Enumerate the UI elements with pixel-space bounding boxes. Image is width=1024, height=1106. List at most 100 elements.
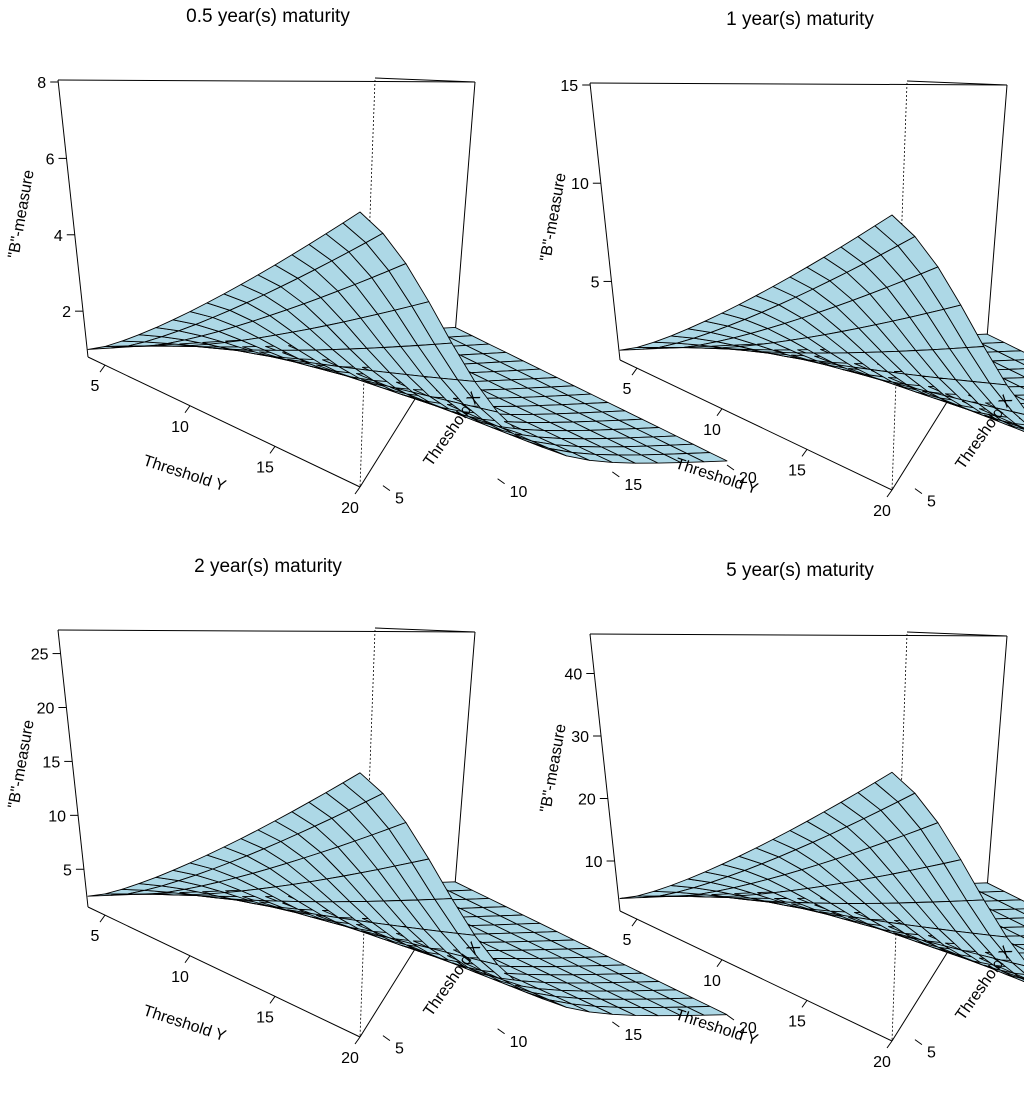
z-tick-label: 15: [42, 754, 60, 771]
z-tick-label: 10: [585, 854, 603, 871]
y-tick-label: 5: [623, 932, 632, 949]
y-tick-label: 15: [788, 462, 806, 479]
x-tick-label: 10: [510, 1034, 528, 1051]
surface-facet: [991, 908, 1024, 919]
box-top-back-edge: [57, 79, 476, 83]
surface-facet: [1019, 386, 1024, 389]
y-tick-label: 10: [171, 419, 189, 436]
z-tick-label: 15: [560, 78, 578, 95]
y-tick: [801, 1000, 808, 1008]
y-axis-label: Threshold Y: [141, 1002, 228, 1045]
y-tick-label: 20: [873, 503, 891, 520]
panel-4: 10203040510152051015205 year(s) maturity…: [537, 560, 1024, 1071]
x-tick: [612, 1021, 620, 1028]
surface: [87, 211, 728, 464]
y-tick-label: 10: [703, 973, 721, 990]
y-axis-line: [619, 359, 893, 491]
box-right-edge: [986, 84, 1008, 339]
z-tick-label: 5: [63, 862, 72, 879]
y-tick: [801, 449, 808, 457]
chart-title: 0.5 year(s) maturity: [186, 6, 350, 27]
surface-facet: [1012, 422, 1024, 429]
surface: [619, 771, 1024, 982]
x-tick-label: 20: [739, 470, 757, 487]
surface-facet: [686, 1005, 728, 1016]
y-tick-label: 20: [341, 1050, 359, 1067]
z-tick-label: 2: [62, 304, 71, 321]
y-tick: [631, 367, 638, 376]
y-axis-line: [87, 356, 361, 488]
box-top-back-edge: [589, 633, 1008, 637]
surface-facet: [997, 350, 1024, 361]
chart-title: 5 year(s) maturity: [726, 560, 874, 581]
surface-facet: [1013, 394, 1024, 401]
x-tick-label: 15: [624, 477, 642, 494]
surface-facet: [686, 452, 728, 463]
y-tick: [99, 364, 106, 373]
z-tick-label: 30: [571, 729, 589, 746]
z-tick-label: 40: [564, 667, 582, 684]
x-tick-label: 10: [510, 484, 528, 501]
x-tick: [726, 1014, 735, 1021]
surface-facet: [1014, 359, 1024, 365]
surface-facet: [1012, 972, 1024, 979]
y-axis-label: Threshold Y: [673, 455, 760, 498]
box-right-edge: [454, 81, 476, 336]
x-tick-label: 20: [739, 1020, 757, 1037]
y-tick: [184, 955, 191, 964]
surface-facet: [1002, 926, 1024, 937]
z-tick-label: 6: [46, 151, 55, 168]
y-tick-label: 10: [171, 969, 189, 986]
z-axis-label: "B"-measure: [537, 723, 569, 814]
z-tick-label: 20: [578, 792, 596, 809]
z-axis-line: [57, 629, 89, 908]
y-tick-label: 10: [703, 422, 721, 439]
y-tick-label: 20: [873, 1054, 891, 1071]
z-tick-label: 5: [591, 274, 600, 291]
x-tick-label: 5: [927, 494, 936, 511]
surface-facet: [1019, 935, 1024, 939]
y-tick-label: 5: [91, 378, 100, 395]
surface-facet: [1018, 425, 1024, 430]
surface-facet: [1013, 944, 1024, 950]
y-tick: [354, 486, 361, 495]
surface-facet: [989, 934, 1024, 967]
z-tick-label: 10: [48, 808, 66, 825]
surface-facet: [1008, 368, 1024, 378]
y-tick: [716, 408, 723, 417]
x-tick: [726, 464, 735, 471]
y-tick: [886, 1040, 893, 1049]
x-tick: [497, 1028, 505, 1035]
y-axis-label: Threshold Y: [141, 452, 228, 495]
y-tick: [184, 405, 191, 414]
y-tick-label: 15: [256, 459, 274, 476]
surface: [619, 214, 1024, 432]
y-tick: [886, 489, 893, 498]
surface-facet: [1008, 917, 1024, 927]
box-top-right-edge: [374, 77, 476, 83]
y-tick-label: 5: [91, 928, 100, 945]
z-tick-label: 10: [571, 176, 589, 193]
x-tick-label: 5: [395, 491, 404, 508]
surface-facet: [1018, 976, 1024, 981]
x-tick-label: 15: [624, 1027, 642, 1044]
y-tick: [631, 918, 638, 927]
z-axis-label: "B"-measure: [5, 719, 37, 810]
surface-facet: [997, 899, 1024, 910]
x-tick: [497, 478, 505, 485]
y-tick-label: 20: [341, 500, 359, 517]
box-top-back-edge: [589, 82, 1008, 86]
panel-3: 5 10 15 20 25 5 10 15 20 5 10 15 20 2 year(s) maturit…: [5, 556, 756, 1067]
y-axis-line: [619, 910, 893, 1042]
panel-1: 2 4 6 8 5 10 15 20 5 10 15 20 0.5 year(s) maturity "B…: [5, 6, 756, 517]
z-axis-line: [589, 82, 621, 361]
box-top-back-edge: [57, 629, 476, 633]
y-tick-label: 5: [623, 381, 632, 398]
y-tick: [716, 959, 723, 968]
y-tick-label: 15: [256, 1009, 274, 1026]
x-tick: [914, 1039, 923, 1046]
x-tick-label: 5: [927, 1045, 936, 1062]
chart-title: 2 year(s) maturity: [194, 556, 342, 577]
surface: [87, 772, 728, 1017]
surface-facet: [995, 407, 1024, 429]
